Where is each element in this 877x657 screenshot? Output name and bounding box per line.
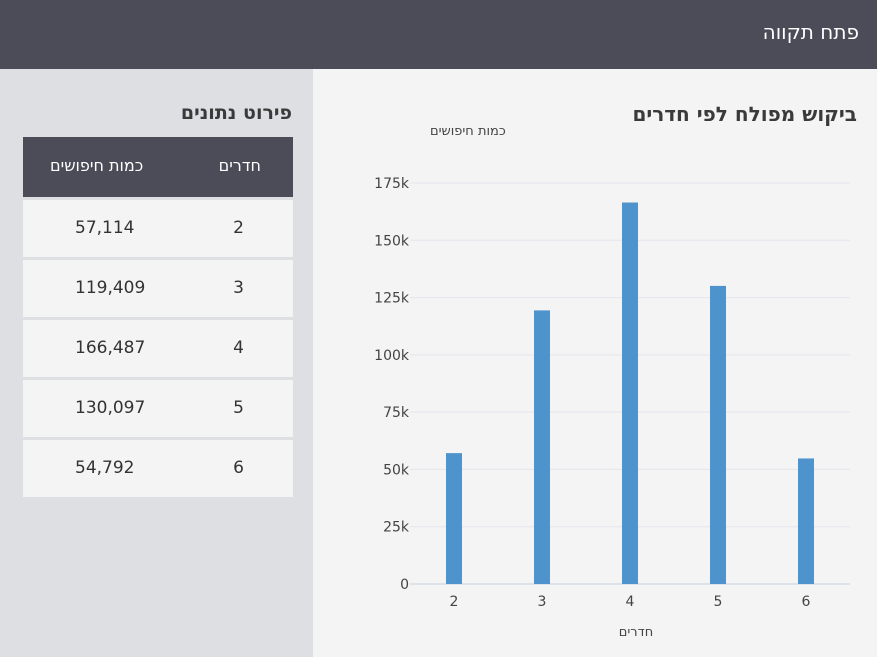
x-tick-label: 6 (802, 594, 811, 610)
cell-count: 57,114 (75, 218, 135, 238)
city-title: פתח תקווה (762, 20, 859, 44)
table-title: פירוט נתונים (180, 102, 292, 124)
table-row: 4 166,487 (23, 320, 293, 377)
cell-count: 130,097 (75, 398, 146, 418)
column-header-rooms: חדרים (218, 156, 261, 175)
bar[interactable] (710, 285, 726, 584)
column-header-count: כמות חיפושים (50, 156, 144, 175)
y-tick-label: 100k (374, 348, 410, 364)
y-tick-label: 0 (400, 577, 409, 593)
x-axis-title: חדרים (619, 625, 653, 640)
table-row: 3 119,409 (23, 260, 293, 317)
cell-rooms: 3 (233, 278, 244, 298)
cell-rooms: 6 (233, 458, 244, 478)
top-bar: פתח תקווה (0, 0, 877, 69)
y-tick-label: 175k (374, 176, 410, 192)
chart-title: ביקוש מפולח לפי חדרים (632, 102, 857, 126)
bar[interactable] (622, 202, 638, 584)
cell-count: 54,792 (75, 458, 135, 478)
bar[interactable] (446, 453, 462, 584)
x-tick-label: 4 (626, 594, 635, 610)
y-tick-label: 25k (383, 520, 410, 536)
x-tick-label: 2 (450, 594, 459, 610)
bar-chart: כמות חיפושים חדרים 0 25k 50k 75k 100k 125k 150… (374, 124, 850, 640)
y-tick-label: 50k (383, 462, 410, 478)
cell-count: 166,487 (75, 338, 146, 358)
cell-rooms: 2 (233, 218, 244, 238)
data-table: חדרים כמות חיפושים 2 57,114 3 119,409 4 … (23, 137, 293, 500)
y-tick-label: 125k (374, 291, 410, 307)
table-row: 6 54,792 (23, 440, 293, 497)
data-sidebar: פירוט נתונים חדרים כמות חיפושים 2 57,114… (0, 69, 313, 657)
x-tick-label: 5 (714, 594, 723, 610)
bar[interactable] (798, 458, 814, 584)
y-tick-label: 150k (374, 233, 410, 249)
y-tick-label: 75k (383, 405, 410, 421)
chart-panel: ביקוש מפולח לפי חדרים כמות חיפושים חדרים… (313, 69, 877, 657)
table-row: 5 130,097 (23, 380, 293, 437)
y-axis-title: כמות חיפושים (430, 124, 506, 139)
cell-rooms: 5 (233, 398, 244, 418)
bar[interactable] (534, 310, 550, 584)
table-header: חדרים כמות חיפושים (23, 137, 293, 197)
table-row: 2 57,114 (23, 200, 293, 257)
cell-count: 119,409 (75, 278, 146, 298)
x-tick-label: 3 (538, 594, 547, 610)
cell-rooms: 4 (233, 338, 244, 358)
